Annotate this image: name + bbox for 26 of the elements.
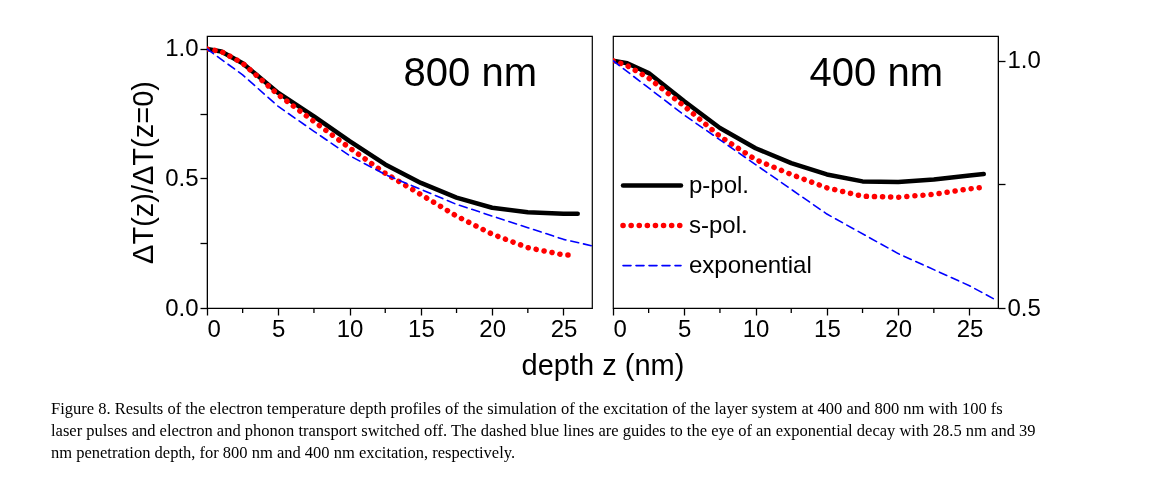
legend-label: exponential (689, 250, 812, 278)
x-tick-label: 5 (272, 314, 286, 342)
line-series (613, 59, 996, 301)
y-tick-label: 0.0 (165, 293, 199, 321)
y-tick-label: 0.5 (165, 163, 199, 191)
x-tick-label: 10 (336, 314, 364, 342)
legend-label: p-pol. (689, 170, 750, 198)
legend-label: s-pol. (689, 210, 748, 238)
y2-tick-label: 0.5 (1007, 293, 1041, 321)
x-tick-label: 20 (479, 314, 507, 342)
chart-title: 800 nm (403, 50, 537, 94)
x-tick-label: 15 (408, 314, 435, 342)
y-axis-title: ΔT(z)/ΔT(z=0) (127, 81, 160, 264)
x-tick-label: 0 (207, 314, 221, 342)
y-tick-label: 1.0 (165, 34, 199, 62)
x-tick-label: 15 (814, 314, 841, 342)
x-tick-label: 10 (742, 314, 770, 342)
caption: Figure 8. Results of the electron temperature depth profiles of the simulation of the excitation of the layer system at 400 and 800 nm with 100 fs laser pulses and electron and phonon transport switched off. The dashed blue lines are guides to the eye of an exponential decay with 28.5 nm and 39 nm penetration depth, for 800 nm and 400 nm excitation, respectively. (51, 399, 1036, 462)
x-tick-label: 0 (613, 314, 627, 342)
x-axis-title: depth z (nm) (521, 348, 685, 381)
x-tick-label: 25 (956, 314, 984, 342)
x-tick-label: 20 (885, 314, 913, 342)
x-tick-label: 25 (550, 314, 578, 342)
chart-title: 400 nm (809, 50, 943, 94)
x-tick-label: 5 (678, 314, 692, 342)
y2-tick-label: 1.0 (1007, 46, 1041, 74)
